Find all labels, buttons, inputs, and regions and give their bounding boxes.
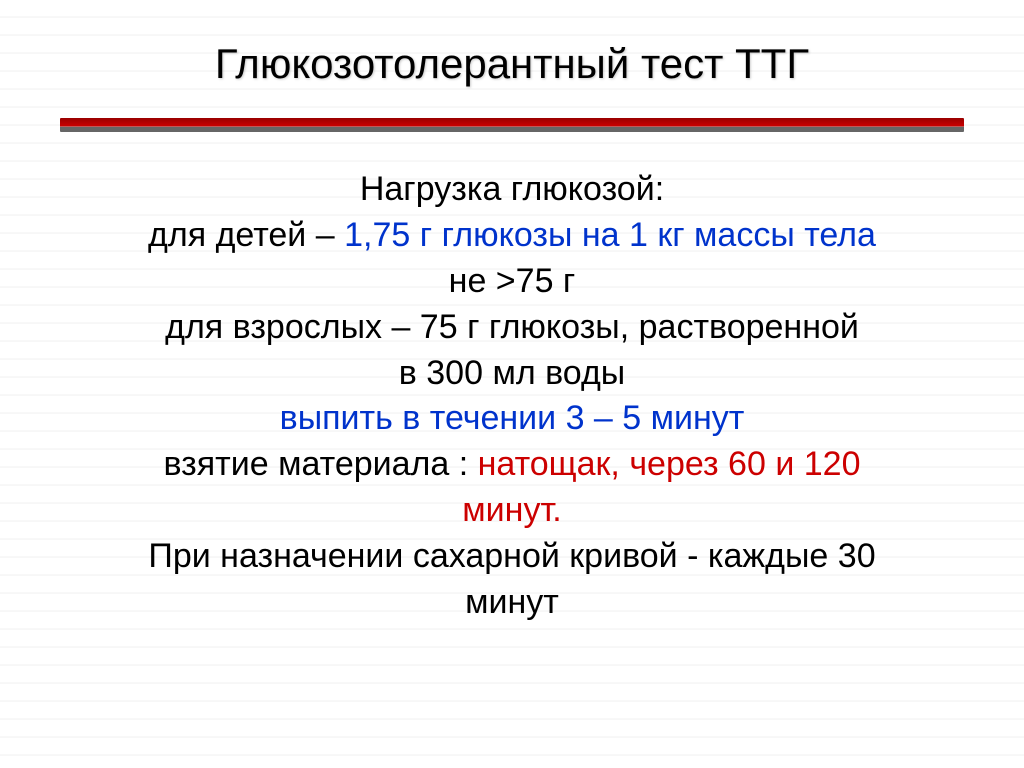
slide-container: Глюкозотолерантный тест ТТГ Нагрузка глю… (0, 0, 1024, 768)
child-dose: 1,75 г глюкозы на 1 кг массы тела (344, 216, 876, 254)
line-curve-1: При назначении сахарной кривой - каждые … (60, 534, 964, 580)
sampling-red-1: натощак, через 60 и 120 (478, 445, 861, 483)
line-adult-1: для взрослых – 75 г глюкозы, растворенно… (60, 305, 964, 351)
line-drink-timing: выпить в течении 3 – 5 минут (60, 396, 964, 442)
title-separator (60, 118, 964, 132)
slide-body: Нагрузка глюкозой: для детей – 1,75 г гл… (60, 167, 964, 626)
slide-title: Глюкозотолерантный тест ТТГ (60, 40, 964, 88)
sampling-prefix: взятие материала : (164, 445, 478, 483)
subtitle: Нагрузка глюкозой: (60, 167, 964, 213)
title-block: Глюкозотолерантный тест ТТГ (60, 40, 964, 88)
line-curve-2: минут (60, 580, 964, 626)
line-children: для детей – 1,75 г глюкозы на 1 кг массы… (60, 213, 964, 259)
line-adult-2: в 300 мл воды (60, 351, 964, 397)
sampling-red-2: минут. (60, 488, 964, 534)
line-sampling-1: взятие материала : натощак, через 60 и 1… (60, 442, 964, 488)
child-prefix: для детей – (148, 216, 344, 254)
line-child-limit: не >75 г (60, 259, 964, 305)
